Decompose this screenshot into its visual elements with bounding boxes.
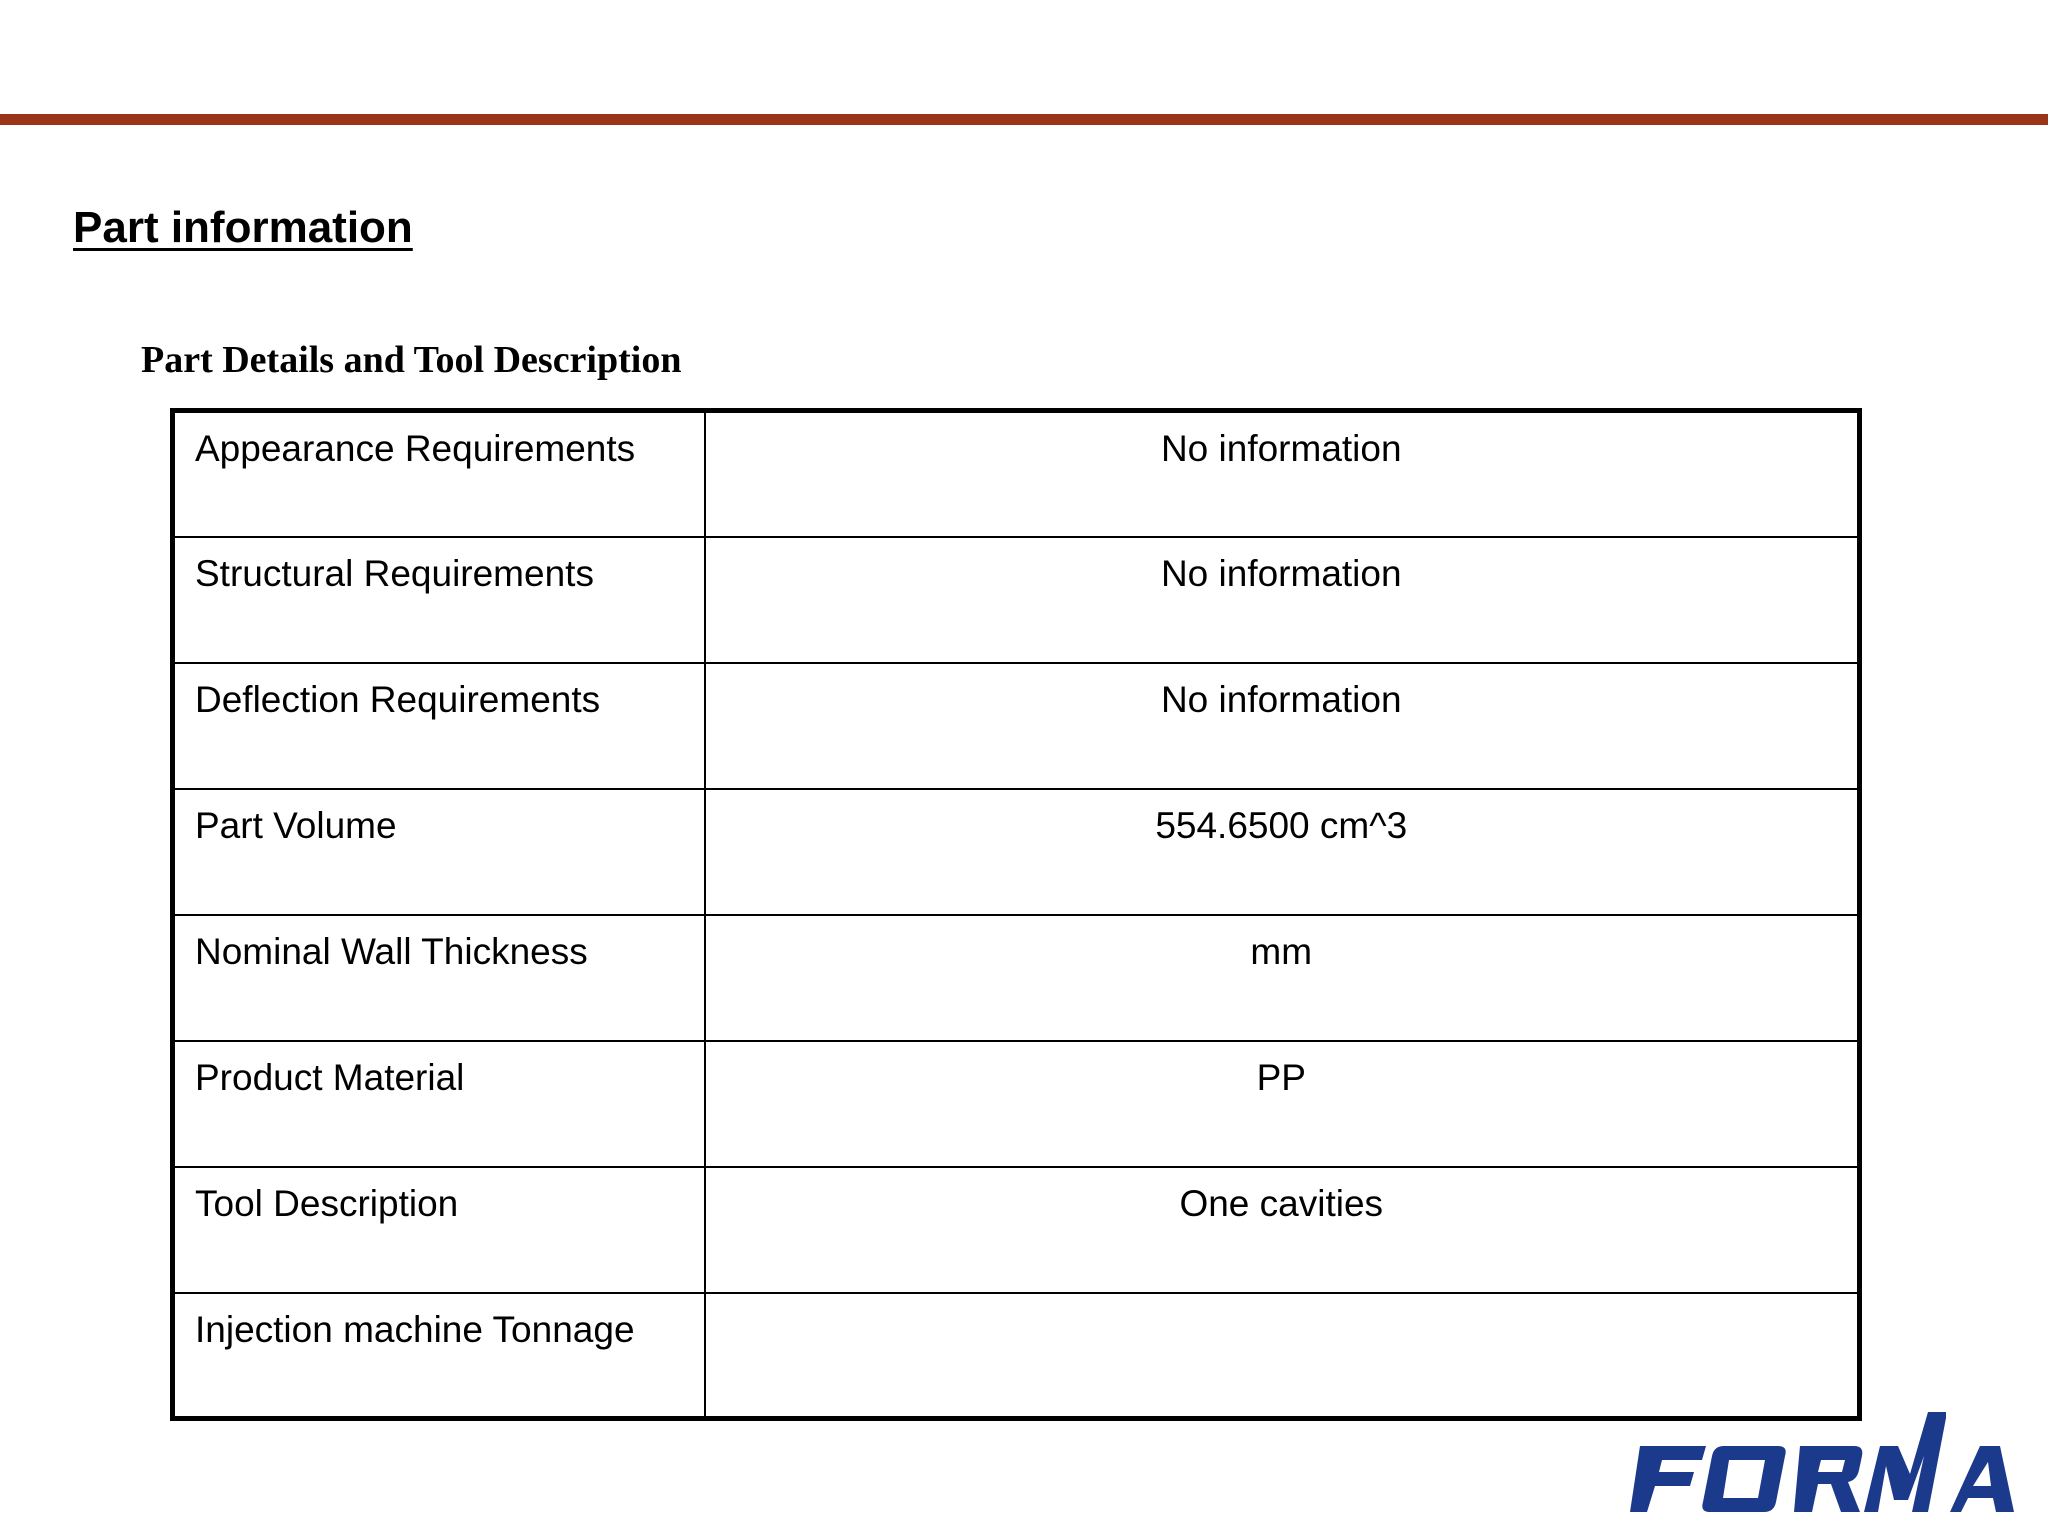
table-row: Deflection Requirements No information [171,661,1861,790]
table-row: Appearance Requirements No information [171,409,1861,538]
top-divider-rule [0,114,2048,125]
row-value [703,1291,1861,1420]
row-label: Product Material [171,1039,706,1168]
table-row: Injection machine Tonnage [171,1291,1861,1420]
table-row: Tool Description One cavities [171,1165,1861,1294]
part-details-table: Appearance Requirements No information S… [170,408,1862,1421]
page-title: Part information [73,203,413,252]
table-row: Nominal Wall Thickness mm [171,913,1861,1042]
table-row: Product Material PP [171,1039,1861,1168]
table-row: Part Volume 554.6500 cm^3 [171,787,1861,916]
row-value: mm [703,913,1861,1042]
row-label: Appearance Requirements [171,409,706,538]
row-label: Structural Requirements [171,535,706,664]
table-row: Structural Requirements No information [171,535,1861,664]
row-label: Tool Description [171,1165,706,1294]
row-value: PP [703,1039,1861,1168]
row-label: Injection machine Tonnage [171,1291,706,1420]
row-value: No information [703,661,1861,790]
row-label: Nominal Wall Thickness [171,913,706,1042]
forma-logo [1630,1412,2014,1512]
row-value: One cavities [703,1165,1861,1294]
row-label: Deflection Requirements [171,661,706,790]
section-heading: Part Details and Tool Description [141,339,682,381]
row-value: No information [703,535,1861,664]
row-label: Part Volume [171,787,706,916]
row-value: No information [703,409,1861,538]
row-value: 554.6500 cm^3 [703,787,1861,916]
